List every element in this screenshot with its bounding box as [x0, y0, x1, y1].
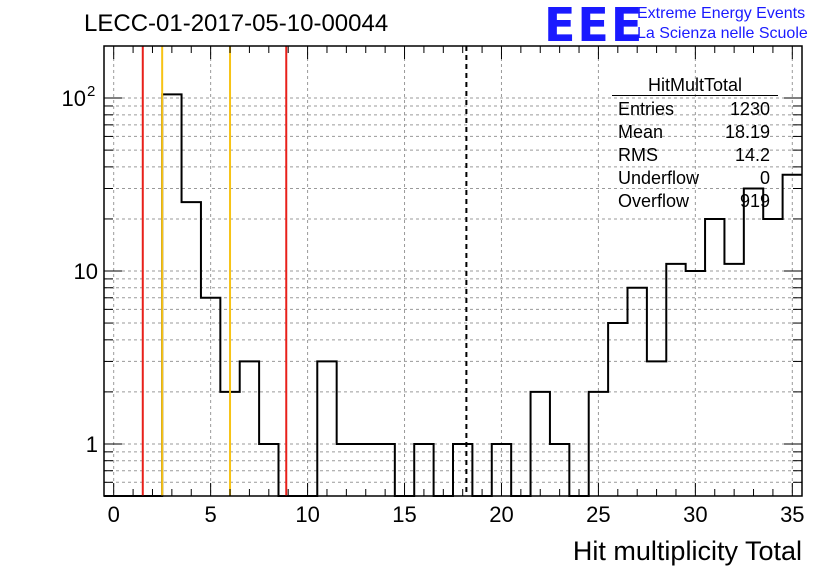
- stat-label: Entries: [618, 99, 675, 119]
- stat-value: 18.19: [724, 122, 770, 142]
- stat-row-mean: Mean 18.19: [608, 121, 778, 144]
- stat-row-rms: RMS 14.2: [608, 144, 778, 167]
- eee-logo: EEE: [544, 0, 645, 52]
- stat-row-entries: Entries 1230: [608, 98, 778, 121]
- x-tick-label: 30: [683, 502, 707, 527]
- logo-tagline-1: Extreme Energy Events: [637, 5, 806, 22]
- logo-tagline-2: La Scienza nelle Scuole: [637, 25, 808, 42]
- x-axis-title: Hit multiplicity Total: [573, 536, 802, 566]
- x-tick-label: 10: [295, 502, 319, 527]
- stat-label: Overflow: [618, 191, 690, 211]
- stat-row-overflow: Overflow 919: [608, 190, 778, 213]
- x-tick-label: 20: [489, 502, 513, 527]
- x-tick-label: 0: [108, 502, 120, 527]
- stat-value: 0: [759, 168, 770, 188]
- stats-box: HitMultTotal Entries 1230 Mean 18.19 RMS…: [608, 76, 778, 213]
- chart-title: LECC-01-2017-05-10-00044: [84, 10, 389, 37]
- stat-value: 919: [739, 191, 770, 211]
- stat-label: Mean: [618, 122, 664, 142]
- x-tick-label: 35: [780, 502, 804, 527]
- x-tick-label: 5: [205, 502, 217, 527]
- y-tick-label: 10: [74, 259, 98, 284]
- y-tick-label: 10: [62, 86, 86, 111]
- stat-label: Underflow: [618, 168, 700, 188]
- stat-label: RMS: [618, 145, 658, 165]
- stat-value: 14.2: [734, 145, 770, 165]
- y-tick-exponent: 2: [87, 83, 95, 100]
- stat-row-underflow: Underflow 0: [608, 167, 778, 190]
- y-tick-label: 1: [86, 432, 98, 457]
- stats-title: HitMultTotal: [612, 76, 778, 96]
- stat-value: 1230: [729, 99, 770, 119]
- x-tick-label: 25: [586, 502, 610, 527]
- x-tick-label: 15: [392, 502, 416, 527]
